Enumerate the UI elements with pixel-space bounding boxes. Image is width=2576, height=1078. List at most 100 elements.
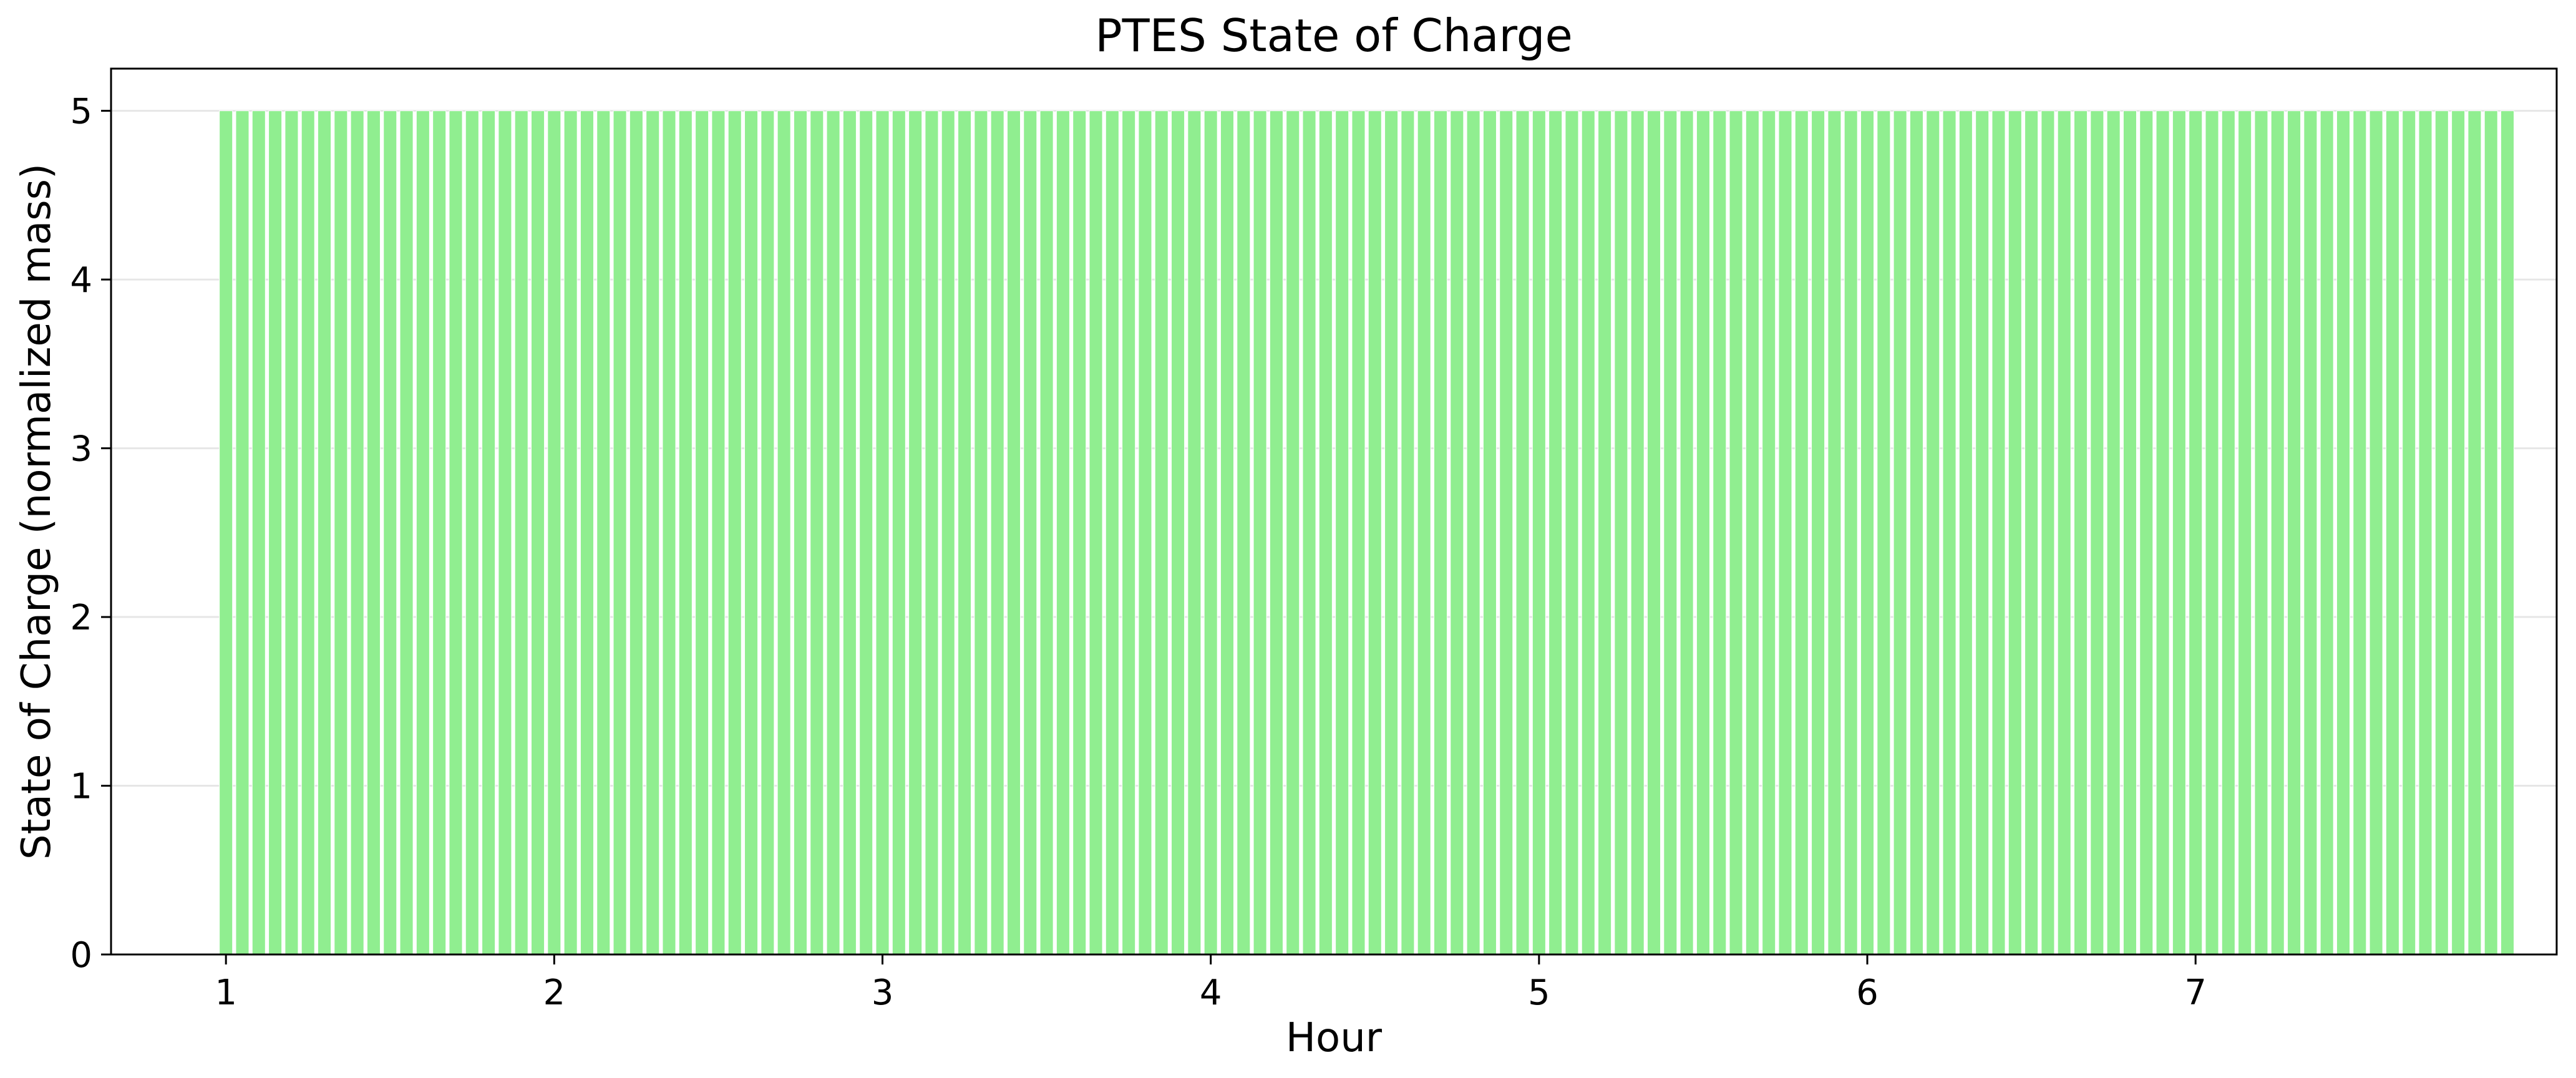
bar bbox=[990, 110, 1004, 955]
bar bbox=[1368, 110, 1382, 955]
x-tick-label: 6 bbox=[1856, 973, 1879, 1013]
bar bbox=[2287, 110, 2301, 955]
bar bbox=[2074, 110, 2088, 955]
bar bbox=[2434, 110, 2449, 955]
x-tick-label: 1 bbox=[215, 973, 237, 1013]
bar bbox=[432, 110, 447, 955]
bar bbox=[1745, 110, 1759, 955]
x-tick-label: 7 bbox=[2184, 973, 2207, 1013]
bar bbox=[1958, 110, 1973, 955]
bar bbox=[2320, 110, 2334, 955]
bar bbox=[662, 110, 676, 955]
bar bbox=[974, 110, 988, 955]
bar bbox=[1532, 110, 1546, 955]
x-axis-ticks: 1 2 3 4 5 6 7 bbox=[215, 954, 2207, 1013]
bar bbox=[2106, 110, 2121, 955]
bar bbox=[449, 110, 463, 955]
bar bbox=[2008, 110, 2022, 955]
bar bbox=[1023, 110, 1038, 955]
bar bbox=[2501, 110, 2515, 955]
bar bbox=[826, 110, 840, 955]
bar bbox=[1893, 110, 1907, 955]
bar bbox=[1105, 110, 1119, 955]
bar bbox=[1039, 110, 1054, 955]
bar bbox=[777, 110, 791, 955]
bar bbox=[580, 110, 594, 955]
bar bbox=[1056, 110, 1070, 955]
bar bbox=[350, 110, 364, 955]
bar bbox=[1401, 110, 1415, 955]
bar bbox=[2238, 110, 2252, 955]
bar bbox=[2369, 110, 2383, 955]
bar bbox=[1384, 110, 1399, 955]
bar bbox=[810, 110, 824, 955]
bar bbox=[1844, 110, 1858, 955]
bar bbox=[1713, 110, 1727, 955]
x-tick-label: 5 bbox=[1528, 973, 1550, 1013]
bar bbox=[235, 110, 250, 955]
bar bbox=[1154, 110, 1169, 955]
bar bbox=[1187, 110, 1202, 955]
bar bbox=[1466, 110, 1480, 955]
bar bbox=[1220, 110, 1235, 955]
y-tick-label: 0 bbox=[70, 935, 92, 976]
bar bbox=[842, 110, 857, 955]
bar bbox=[1072, 110, 1087, 955]
bar bbox=[727, 110, 742, 955]
bar bbox=[2467, 110, 2482, 955]
bar bbox=[2090, 110, 2104, 955]
bar bbox=[1417, 110, 1431, 955]
bar bbox=[908, 110, 923, 955]
y-tick-label: 3 bbox=[70, 429, 92, 470]
bar bbox=[334, 110, 348, 955]
bar bbox=[2172, 110, 2186, 955]
bar bbox=[1203, 110, 1218, 955]
bar bbox=[2139, 110, 2154, 955]
bar bbox=[646, 110, 660, 955]
bar bbox=[1237, 110, 1251, 955]
bar bbox=[1679, 110, 1694, 955]
chart-title: PTES State of Charge bbox=[1095, 9, 1573, 62]
bar bbox=[1269, 110, 1283, 955]
bar bbox=[317, 110, 332, 955]
bar bbox=[629, 110, 643, 955]
bar bbox=[2221, 110, 2235, 955]
bar bbox=[1778, 110, 1792, 955]
bar bbox=[482, 110, 496, 955]
y-axis-ticks: 0 1 2 3 4 5 bbox=[70, 92, 111, 976]
bar bbox=[2205, 110, 2219, 955]
bar bbox=[2451, 110, 2466, 955]
plot-frame bbox=[110, 67, 2558, 956]
bar bbox=[892, 110, 906, 955]
bar bbox=[2041, 110, 2055, 955]
bar bbox=[711, 110, 726, 955]
bar bbox=[1696, 110, 1710, 955]
bar bbox=[1729, 110, 1743, 955]
bar bbox=[613, 110, 627, 955]
bar bbox=[1089, 110, 1103, 955]
bar bbox=[2122, 110, 2137, 955]
bar bbox=[416, 110, 430, 955]
bar bbox=[941, 110, 955, 955]
bar bbox=[2418, 110, 2433, 955]
bar bbox=[2254, 110, 2268, 955]
bar bbox=[1860, 110, 1875, 955]
bar bbox=[1138, 110, 1152, 955]
y-tick-label: 1 bbox=[70, 767, 92, 807]
bar bbox=[383, 110, 397, 955]
bar bbox=[2336, 110, 2351, 955]
bar bbox=[301, 110, 315, 955]
bar bbox=[1450, 110, 1464, 955]
bar bbox=[793, 110, 807, 955]
bar bbox=[2156, 110, 2170, 955]
x-tick-label: 2 bbox=[543, 973, 566, 1013]
bar bbox=[366, 110, 381, 955]
bar bbox=[875, 110, 890, 955]
x-tick-label: 4 bbox=[1200, 973, 1222, 1013]
bar bbox=[1171, 110, 1185, 955]
bar bbox=[596, 110, 611, 955]
bar bbox=[1335, 110, 1349, 955]
bar bbox=[695, 110, 709, 955]
bar bbox=[678, 110, 693, 955]
